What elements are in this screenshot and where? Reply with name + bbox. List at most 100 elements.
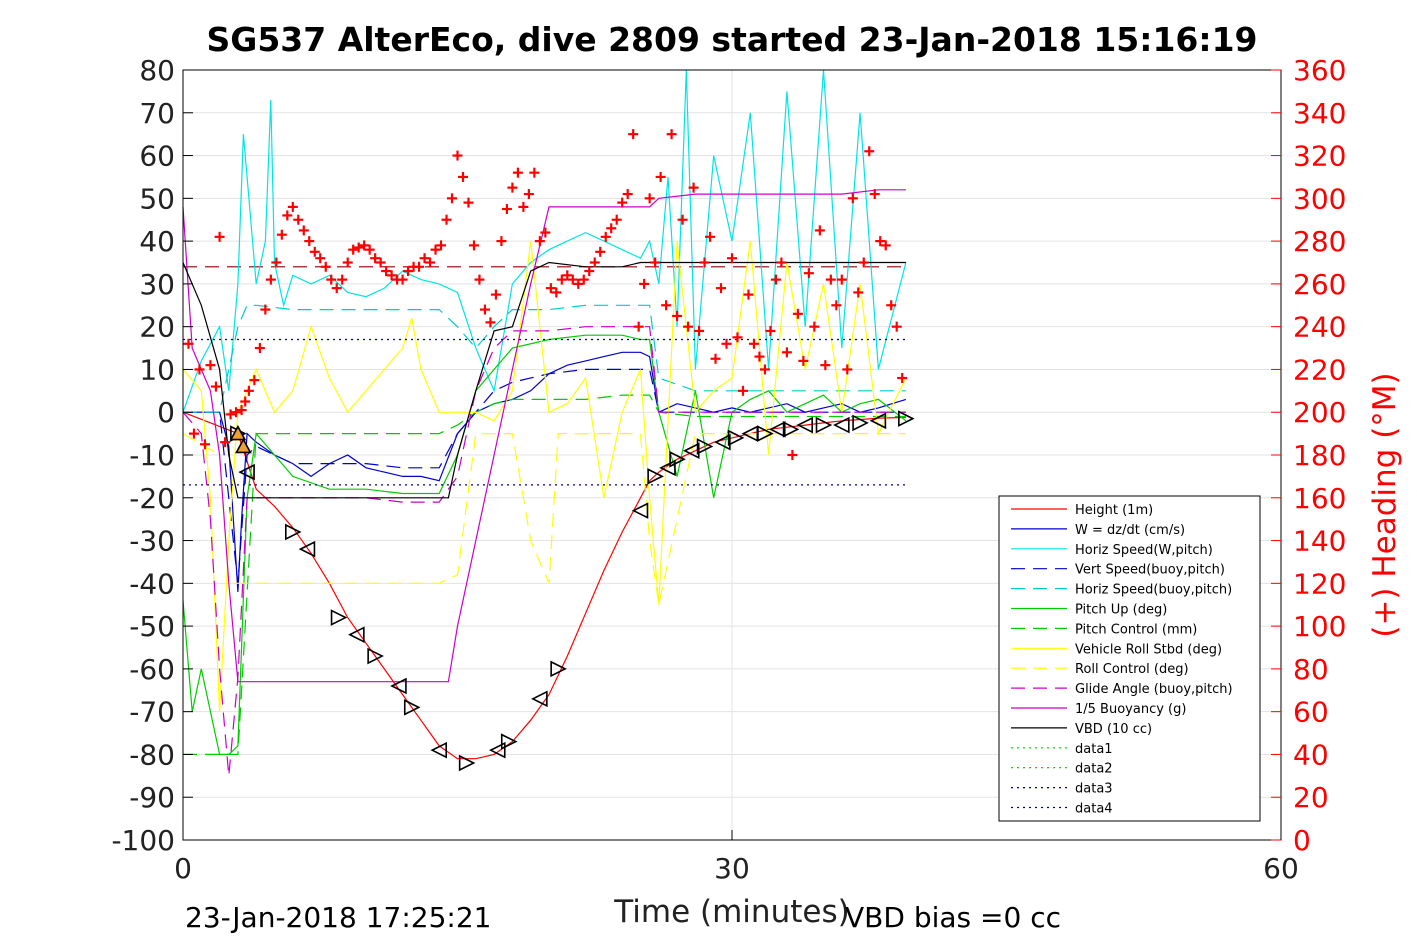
heading-point (485, 317, 496, 328)
heading-point (798, 355, 809, 366)
heading-point (803, 268, 814, 279)
y-right-tick-label: 100 (1293, 610, 1346, 643)
series-line-1-5-buoyancy-g (182, 189, 906, 683)
heading-point (276, 229, 287, 240)
heading-point (814, 225, 825, 236)
heading-point (661, 300, 672, 311)
heading-point (496, 236, 507, 247)
heading-point (479, 304, 490, 315)
y-right-tick-label: 340 (1293, 97, 1346, 130)
legend-box (998, 495, 1261, 822)
depth-marker (330, 609, 348, 626)
heading-point (694, 325, 705, 336)
x-axis-ticks: 0 30 60 (174, 830, 1299, 885)
y-right-tick-label: 80 (1293, 653, 1329, 686)
y-tick-label: -60 (129, 653, 175, 686)
heading-point (199, 439, 210, 450)
heading-point (858, 257, 869, 268)
heading-point (864, 146, 875, 157)
heading-point (606, 223, 617, 234)
apogee-marker (229, 424, 247, 441)
heading-point (240, 396, 251, 407)
heading-point (225, 409, 236, 420)
depth-marker (348, 626, 365, 643)
depth-marker (669, 450, 686, 468)
heading-point (381, 266, 392, 277)
heading-point (639, 278, 650, 289)
depth-marker (488, 741, 506, 759)
legend-label: Pitch Control (mm) (1075, 622, 1197, 637)
heading-point (298, 225, 309, 236)
y-right-tick-label: 360 (1293, 54, 1346, 87)
depth-marker (796, 416, 814, 434)
depth-marker (833, 416, 850, 434)
heading-point (282, 210, 293, 221)
heading-point (732, 332, 743, 343)
depth-marker (727, 429, 745, 447)
heading-point (315, 253, 326, 264)
y-tick-label: 30 (139, 268, 175, 301)
legend-label: data2 (1075, 762, 1113, 777)
y-right-tick-label: 40 (1293, 738, 1329, 771)
heading-point (375, 257, 386, 268)
heading-point (880, 240, 891, 251)
heading-point (759, 364, 770, 375)
heading-point (633, 321, 644, 332)
series-line-vert-speed-buoy-pitch (183, 368, 906, 584)
legend-label: Horiz Speed(W,pitch) (1075, 543, 1213, 558)
heading-point (231, 407, 242, 418)
series-line-pitch-control-mm (183, 394, 906, 756)
legend-label: data1 (1075, 742, 1113, 757)
y-tick-label: 60 (139, 140, 175, 173)
heading-point (655, 171, 666, 182)
y-right-tick-label: 140 (1293, 525, 1346, 558)
heading-point (617, 197, 628, 208)
heading-point (820, 360, 831, 371)
y-right-tick-label: 180 (1293, 439, 1346, 472)
heading-point (770, 274, 781, 285)
y-tick-label: 20 (139, 311, 175, 344)
apogee-marker (235, 437, 252, 454)
heading-point (831, 300, 842, 311)
depth-marker (531, 690, 548, 708)
heading-point (386, 270, 397, 281)
heading-point (875, 236, 886, 247)
y-tick-label: 70 (139, 97, 175, 130)
heading-point (897, 373, 908, 383)
heading-point (573, 278, 584, 289)
depth-markers (229, 410, 915, 772)
heading-point (430, 244, 441, 255)
heading-point (364, 244, 375, 255)
depth-marker (631, 502, 649, 519)
heading-point (787, 450, 798, 460)
heading-point (523, 189, 534, 200)
chart-title: SG537 AlterEco, dive 2809 started 23-Jan… (206, 20, 1257, 59)
y-right-tick-label: 200 (1293, 396, 1346, 429)
depth-marker (782, 421, 800, 438)
heading-point (809, 321, 820, 332)
heading-point (236, 405, 247, 416)
heading-point (688, 182, 699, 193)
heading-point (781, 347, 792, 358)
heading-point (183, 338, 194, 349)
series-line-pitch-up-deg (182, 334, 907, 756)
heading-point (359, 240, 370, 251)
legend-label: W = dz/dt (cm/s) (1075, 523, 1185, 538)
heading-point (600, 231, 611, 242)
heading-point (457, 171, 468, 182)
depth-marker (500, 733, 518, 750)
heading-point (891, 321, 902, 332)
series-line-horiz-speed-w-pitch (182, 69, 907, 413)
heading-point (468, 240, 479, 251)
depth-marker (869, 412, 887, 430)
heading-point (501, 204, 512, 215)
heading-point (507, 182, 518, 193)
heading-point (436, 240, 447, 251)
heading-point (595, 246, 606, 257)
heading-point (836, 274, 847, 285)
heading-point (556, 274, 567, 285)
y-right-tick-label: 320 (1293, 140, 1346, 173)
x-tick-label: 0 (174, 852, 192, 885)
y-tick-label: 40 (139, 225, 175, 258)
y-tick-label: -80 (129, 738, 175, 771)
